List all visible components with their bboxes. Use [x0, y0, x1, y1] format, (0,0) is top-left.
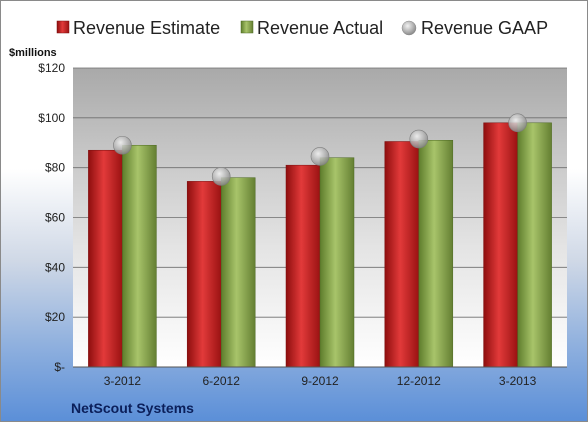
bar-estimate: [384, 141, 420, 368]
legend-swatch-estimate: [56, 20, 70, 34]
gaap-marker: [409, 129, 429, 149]
gaap-markers: [113, 113, 527, 186]
y-tick-label: $80: [45, 161, 65, 175]
gaap-marker: [211, 167, 231, 186]
y-tick-label: $40: [45, 260, 65, 274]
y-unit-label: $millions: [9, 47, 57, 59]
bar-actual: [418, 140, 454, 368]
y-tick-label: $120: [38, 61, 65, 75]
legend-label-estimate: Revenue Estimate: [73, 18, 220, 38]
legend: Revenue Estimate Revenue Actual Revenue …: [56, 18, 548, 38]
bar-estimate: [483, 122, 518, 368]
gaap-marker: [310, 147, 330, 166]
x-tick-label: 12-2012: [397, 374, 441, 388]
x-tick-label: 6-2012: [203, 374, 241, 388]
bar-actual: [122, 144, 157, 368]
y-tick-label: $100: [38, 111, 65, 125]
legend-swatch-gaap: [401, 20, 417, 36]
company-name: NetScout Systems: [71, 400, 194, 416]
bar-actual: [319, 157, 355, 368]
legend-label-gaap: Revenue GAAP: [421, 18, 548, 38]
gaap-marker: [113, 135, 132, 155]
y-tick-label: $-: [54, 360, 65, 374]
bar-estimate: [285, 164, 321, 368]
bar-estimate: [88, 149, 123, 368]
bar-estimate: [186, 181, 222, 368]
y-tick-label: $20: [45, 310, 65, 324]
legend-swatch-actual: [240, 20, 254, 34]
bar-actual: [517, 122, 552, 368]
x-tick-label: 3-2012: [104, 374, 142, 388]
y-axis-ticks: $- $20 $40 $60 $80 $100 $120: [38, 61, 65, 374]
y-tick-label: $60: [45, 211, 65, 225]
x-axis-ticks: 3-2012 6-2012 9-2012 12-2012 3-2013: [104, 374, 537, 388]
gaap-marker: [508, 113, 527, 133]
legend-label-actual: Revenue Actual: [257, 18, 383, 38]
x-tick-label: 9-2012: [301, 374, 339, 388]
bar-actual: [220, 177, 256, 368]
bars: [88, 122, 552, 368]
x-tick-label: 3-2013: [499, 374, 537, 388]
